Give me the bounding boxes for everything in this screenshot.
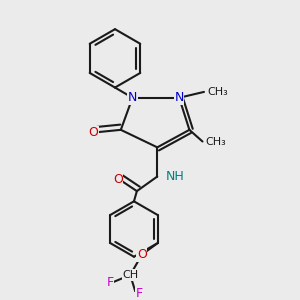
Text: O: O <box>137 248 147 261</box>
Text: F: F <box>135 287 142 300</box>
Text: CH: CH <box>122 270 138 280</box>
Text: O: O <box>88 126 98 139</box>
Text: CH₃: CH₃ <box>206 136 226 146</box>
Text: F: F <box>106 276 113 289</box>
Text: NH: NH <box>166 170 185 183</box>
Text: O: O <box>113 173 123 186</box>
Text: N: N <box>128 91 137 104</box>
Text: N: N <box>175 91 184 104</box>
Text: CH₃: CH₃ <box>207 87 228 97</box>
